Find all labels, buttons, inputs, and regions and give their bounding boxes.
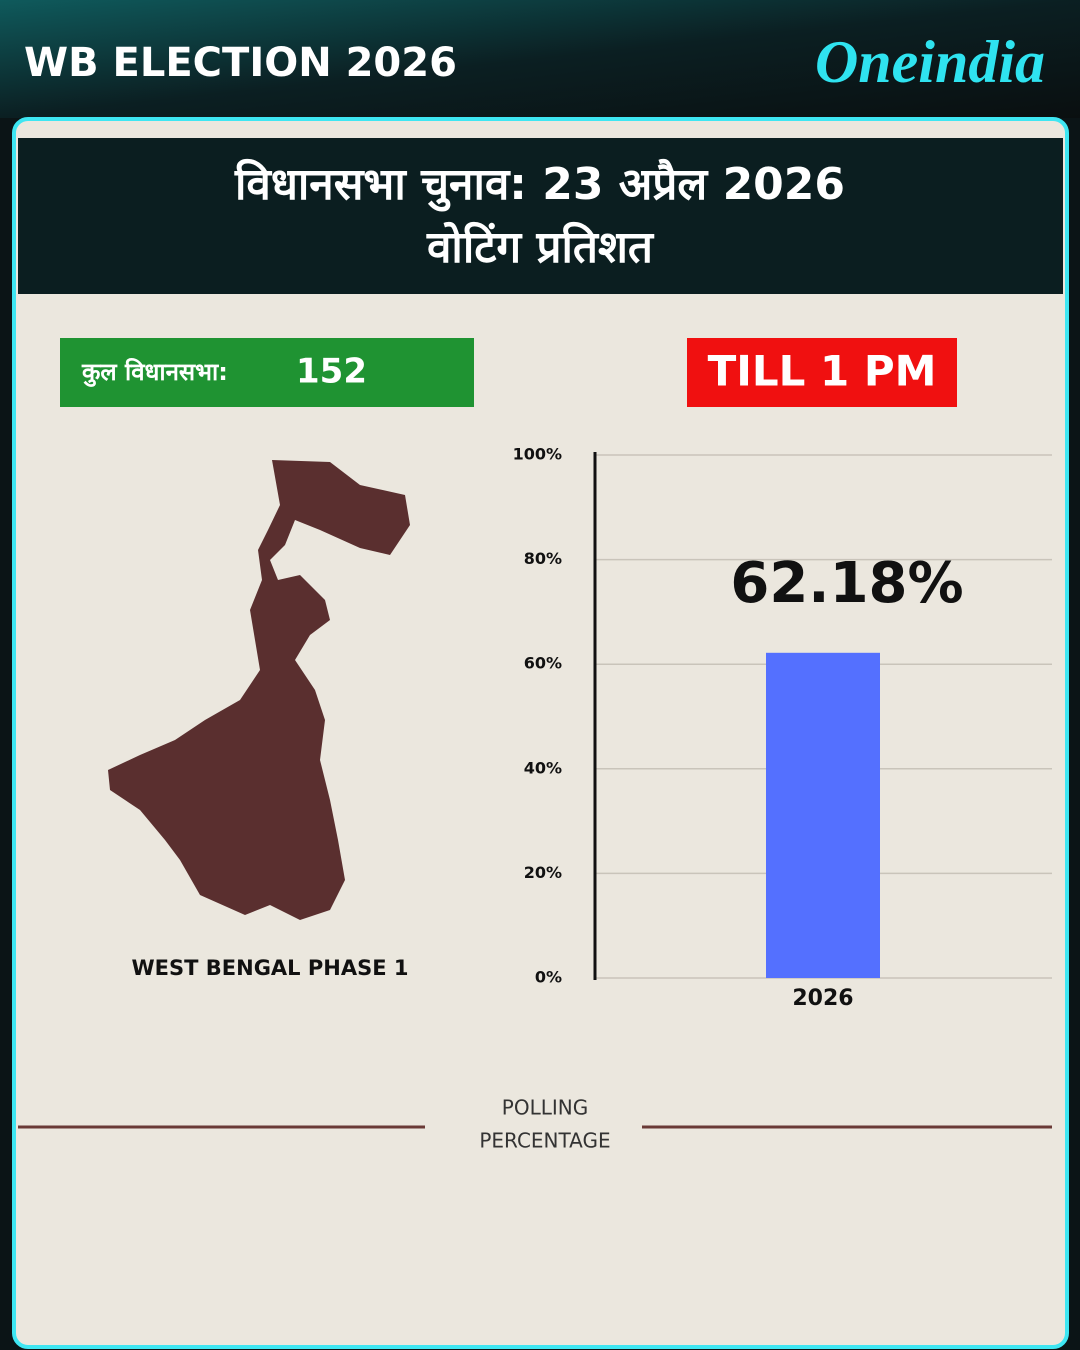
y-tick-label: 20% xyxy=(524,863,562,882)
footer-text: PERCENTAGE xyxy=(479,1129,610,1153)
x-tick-label: 2026 xyxy=(792,986,853,1011)
brand-logo[interactable]: Oneindia xyxy=(815,29,1045,95)
time-badge-text: TILL 1 PM xyxy=(708,347,937,396)
map-west-bengal xyxy=(108,460,410,920)
footer-text: POLLING xyxy=(502,1096,588,1120)
y-tick-label: 0% xyxy=(535,968,562,987)
y-tick-label: 40% xyxy=(524,758,562,777)
bar xyxy=(766,652,880,978)
y-tick-label: 60% xyxy=(524,654,562,673)
y-tick-label: 100% xyxy=(513,445,562,464)
seats-box xyxy=(60,338,474,407)
title-line: विधानसभा चुनाव: 23 अप्रैल 2026 xyxy=(234,158,845,212)
time-badge xyxy=(687,338,957,407)
y-tick-label: 80% xyxy=(524,549,562,568)
value-label: 62.18% xyxy=(730,551,963,616)
seats-value: 152 xyxy=(296,352,367,392)
title-line: वोटिंग प्रतिशत xyxy=(426,221,655,273)
card xyxy=(12,117,1069,1349)
seats-label: कुल विधानसभा: xyxy=(81,358,228,387)
title-band xyxy=(18,138,1063,294)
bar-chart: 0% 20% 40% 60% 80% 100% 2026 62.18% xyxy=(513,445,1052,1011)
map-label: WEST BENGAL PHASE 1 xyxy=(132,956,409,980)
top-bar xyxy=(0,0,1080,118)
brand-left: WB ELECTION 2026 xyxy=(24,40,457,86)
